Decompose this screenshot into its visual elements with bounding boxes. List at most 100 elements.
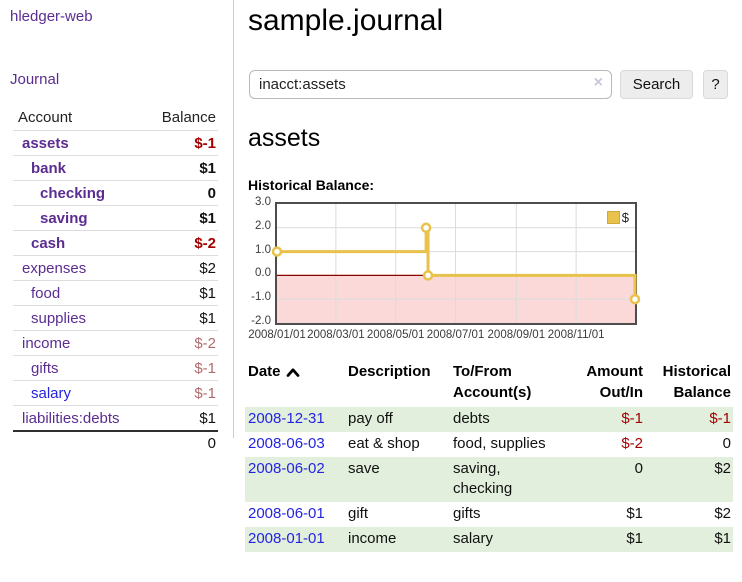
transaction-amount: $1 [626, 505, 643, 522]
transaction-date-link[interactable]: 2008-06-02 [248, 460, 325, 477]
legend-swatch-icon [606, 211, 620, 224]
account-link[interactable]: liabilities:debts [22, 409, 120, 427]
transaction-balance: $1 [645, 527, 733, 552]
x-axis-tick-label: 2008/03/01 [307, 329, 365, 341]
register-row: 2008-06-01 gift gifts $1 $2 [245, 502, 733, 527]
account-link[interactable]: saving [40, 209, 88, 227]
transaction-accounts: debts [450, 407, 562, 432]
account-balance: $1 [199, 409, 216, 427]
account-row: liabilities:debts $1 [13, 405, 218, 430]
account-link[interactable]: checking [40, 184, 106, 202]
y-axis-tick-label: 2.0 [255, 219, 271, 232]
chart-title: Historical Balance: [248, 177, 375, 193]
register-row: 2008-01-01 income salary $1 $1 [245, 527, 733, 552]
account-link[interactable]: expenses [22, 259, 87, 277]
sidebar-divider [233, 0, 234, 438]
account-row: food $1 [13, 280, 218, 305]
transaction-accounts: food, supplies [453, 435, 546, 452]
search-button[interactable]: Search [620, 70, 693, 99]
accounts-total-value: 0 [207, 435, 216, 452]
account-row: supplies $1 [13, 305, 218, 330]
account-row: expenses $2 [13, 255, 218, 280]
account-balance: $1 [199, 209, 216, 227]
chart-legend: $ [604, 209, 631, 226]
transaction-accounts: salary [450, 527, 562, 552]
date-column-header[interactable]: Date [245, 360, 345, 407]
account-row: cash $-2 [13, 230, 218, 255]
transaction-date-link[interactable]: 2008-12-31 [248, 410, 325, 427]
data-point-marker [420, 222, 432, 234]
account-link[interactable]: salary [31, 384, 72, 402]
transaction-balance: $2 [714, 505, 731, 522]
account-row: checking 0 [13, 180, 218, 205]
transaction-description: income [345, 527, 450, 552]
account-link[interactable]: assets [22, 134, 69, 152]
account-balance: $1 [199, 309, 216, 327]
amount-column-header[interactable]: Amount Out/In [586, 363, 643, 401]
account-link[interactable]: bank [31, 159, 67, 177]
y-axis-tick-label: -2.0 [251, 315, 271, 327]
search-input[interactable] [249, 70, 612, 99]
account-link[interactable]: income [22, 334, 71, 352]
account-balance: $-1 [194, 384, 216, 402]
accounts-column-header[interactable]: To/From Account(s) [453, 363, 532, 401]
chart-plot-area [271, 204, 641, 323]
transaction-description: save [345, 457, 450, 502]
x-axis-tick-label: 2008/01/01 [248, 329, 306, 341]
page-title: sample.journal [248, 4, 444, 37]
app-brand-link[interactable]: hledger-web [10, 8, 93, 25]
balance-column-header-register[interactable]: Historical Balance [662, 363, 731, 401]
account-balance: $-2 [194, 334, 216, 352]
legend-label: $ [621, 210, 629, 225]
account-row: saving $1 [13, 205, 218, 230]
data-point-marker [629, 293, 641, 305]
account-section-title: assets [248, 124, 321, 152]
x-axis-tick-label: 2008/09/01 [487, 329, 546, 341]
balance-column-header: Balance [161, 108, 216, 126]
x-axis-tick-label: 2008/11/01 [547, 329, 605, 341]
clear-search-icon[interactable]: × [593, 74, 603, 91]
x-axis-tick-label: 2008/05/01 [366, 329, 425, 341]
account-column-header: Account [18, 108, 73, 126]
account-link[interactable]: supplies [31, 309, 87, 327]
account-balance: 0 [207, 184, 216, 202]
accounts-table-header: Account Balance [13, 104, 218, 130]
account-balance: $-1 [194, 134, 216, 152]
y-axis-tick-label: 0.0 [255, 267, 271, 280]
account-row: gifts $-1 [13, 355, 218, 380]
account-row: income $-2 [13, 330, 218, 355]
data-point-marker [271, 246, 283, 257]
register-row: 2008-12-31 pay off debts $-1 $-1 [245, 407, 733, 432]
register-header-row: Date Description To/From Account(s) Amou… [245, 360, 733, 407]
transaction-amount: 0 [562, 457, 645, 502]
description-column-header[interactable]: Description [348, 363, 431, 380]
transaction-description: gift [348, 505, 369, 522]
transaction-date-link[interactable]: 2008-06-03 [248, 435, 325, 452]
accounts-total-row: 0 [13, 430, 218, 455]
register-row: 2008-06-03 eat & shop food, supplies $-2… [245, 432, 733, 457]
account-link[interactable]: cash [31, 234, 66, 252]
transaction-amount: $1 [562, 527, 645, 552]
y-axis-tick-label: 3.0 [255, 196, 271, 208]
y-axis-tick-label: 1.0 [255, 243, 271, 256]
transaction-date-link[interactable]: 2008-06-01 [248, 505, 325, 522]
transaction-amount: $-1 [562, 407, 645, 432]
sidebar-item-journal[interactable]: Journal [10, 71, 60, 88]
transaction-accounts: gifts [453, 505, 481, 522]
transaction-balance: 0 [722, 435, 731, 452]
transaction-description: eat & shop [348, 435, 420, 452]
account-balance: $-2 [194, 234, 216, 252]
data-point-marker [422, 270, 434, 281]
help-button[interactable]: ? [703, 70, 728, 99]
transaction-date-link[interactable]: 2008-01-01 [248, 530, 325, 547]
account-balance: $1 [199, 284, 216, 302]
transaction-balance: $-1 [645, 407, 733, 432]
account-balance: $2 [199, 259, 216, 277]
accounts-table: Account Balance assets $-1 bank $1 check… [13, 104, 218, 455]
account-link[interactable]: food [31, 284, 61, 302]
transaction-description: pay off [345, 407, 450, 432]
account-link[interactable]: gifts [31, 359, 59, 377]
search-field-wrapper: × [249, 70, 612, 99]
register-table: Date Description To/From Account(s) Amou… [245, 360, 733, 552]
